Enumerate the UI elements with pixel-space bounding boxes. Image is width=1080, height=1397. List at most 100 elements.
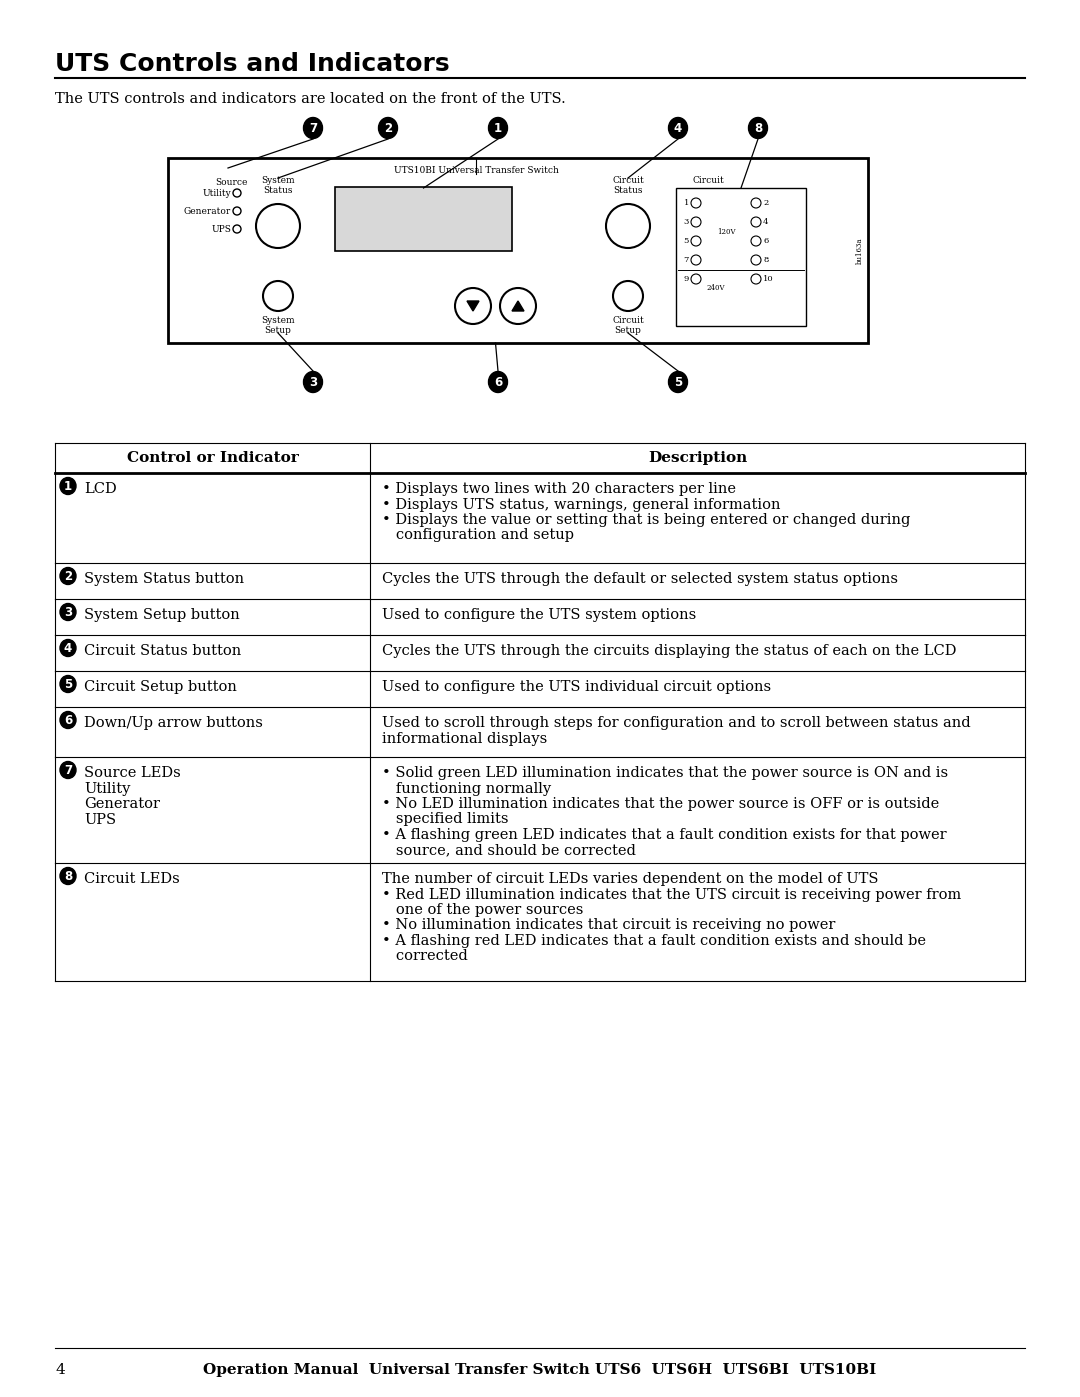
Text: LCD: LCD [84, 482, 117, 496]
Text: Circuit Setup button: Circuit Setup button [84, 680, 237, 694]
Text: informational displays: informational displays [382, 732, 548, 746]
Text: System: System [261, 176, 295, 184]
Text: 2: 2 [64, 570, 72, 583]
Text: Cycles the UTS through the default or selected system status options: Cycles the UTS through the default or se… [382, 571, 897, 585]
Text: Circuit LEDs: Circuit LEDs [84, 872, 179, 886]
Text: specified limits: specified limits [382, 813, 509, 827]
Ellipse shape [488, 372, 508, 393]
Text: 9: 9 [684, 275, 689, 284]
Text: bu163a: bu163a [856, 237, 864, 264]
Text: 120V: 120V [717, 228, 735, 236]
Ellipse shape [60, 640, 76, 657]
Text: UPS: UPS [211, 225, 231, 233]
Text: Used to configure the UTS system options: Used to configure the UTS system options [382, 608, 697, 622]
Text: 6: 6 [494, 376, 502, 388]
Text: Circuit: Circuit [612, 176, 644, 184]
Text: 5: 5 [64, 678, 72, 690]
Text: 5: 5 [684, 237, 689, 244]
Text: 7: 7 [309, 122, 318, 134]
Text: The UTS controls and indicators are located on the front of the UTS.: The UTS controls and indicators are loca… [55, 92, 566, 106]
Text: configuration and setup: configuration and setup [382, 528, 573, 542]
Text: Circuit: Circuit [692, 176, 724, 184]
Text: Source: Source [215, 177, 247, 187]
Ellipse shape [60, 604, 76, 620]
Text: Status: Status [613, 186, 643, 196]
Text: • Displays two lines with 20 characters per line: • Displays two lines with 20 characters … [382, 482, 735, 496]
Text: one of the power sources: one of the power sources [382, 902, 583, 916]
Text: source, and should be corrected: source, and should be corrected [382, 844, 636, 858]
Text: UTS Controls and Indicators: UTS Controls and Indicators [55, 52, 449, 75]
Text: 6: 6 [64, 714, 72, 726]
Text: Setup: Setup [615, 326, 642, 335]
Ellipse shape [60, 676, 76, 693]
Ellipse shape [60, 567, 76, 584]
Text: • A flashing red LED indicates that a fault condition exists and should be: • A flashing red LED indicates that a fa… [382, 935, 926, 949]
Ellipse shape [303, 372, 323, 393]
Text: 10: 10 [762, 275, 773, 284]
Text: • No LED illumination indicates that the power source is OFF or is outside: • No LED illumination indicates that the… [382, 798, 940, 812]
FancyBboxPatch shape [168, 158, 868, 344]
Text: • Displays UTS status, warnings, general information: • Displays UTS status, warnings, general… [382, 497, 781, 511]
Text: 8: 8 [762, 256, 768, 264]
Text: UPS: UPS [84, 813, 117, 827]
FancyBboxPatch shape [335, 187, 512, 251]
Text: 6: 6 [762, 237, 768, 244]
Text: Description: Description [648, 451, 747, 465]
Text: corrected: corrected [382, 950, 468, 964]
Text: 8: 8 [754, 122, 762, 134]
Text: 2: 2 [762, 198, 768, 207]
Text: Circuit Status button: Circuit Status button [84, 644, 241, 658]
Text: 1: 1 [494, 122, 502, 134]
Text: UTS10BI Universal Transfer Switch: UTS10BI Universal Transfer Switch [393, 166, 558, 175]
Text: 240V: 240V [706, 284, 726, 292]
Text: 3: 3 [64, 605, 72, 619]
Text: • A flashing green LED indicates that a fault condition exists for that power: • A flashing green LED indicates that a … [382, 828, 947, 842]
Text: Setup: Setup [265, 326, 292, 335]
Text: 7: 7 [64, 764, 72, 777]
Text: 4: 4 [64, 641, 72, 655]
Text: 3: 3 [309, 376, 318, 388]
Text: 1: 1 [684, 198, 689, 207]
Text: Generator: Generator [84, 798, 160, 812]
Polygon shape [467, 300, 480, 312]
Text: Utility: Utility [84, 781, 131, 795]
Text: Utility: Utility [202, 189, 231, 197]
Text: 4: 4 [762, 218, 769, 226]
FancyBboxPatch shape [676, 189, 806, 326]
Text: 1: 1 [64, 479, 72, 493]
Text: System Status button: System Status button [84, 571, 244, 585]
Polygon shape [512, 300, 524, 312]
Ellipse shape [60, 761, 76, 778]
Text: The number of circuit LEDs varies dependent on the model of UTS: The number of circuit LEDs varies depend… [382, 872, 878, 886]
Ellipse shape [669, 117, 688, 138]
Text: Control or Indicator: Control or Indicator [126, 451, 298, 465]
Text: 7: 7 [684, 256, 689, 264]
Ellipse shape [748, 117, 768, 138]
Ellipse shape [669, 372, 688, 393]
Text: System: System [261, 316, 295, 326]
Text: • Displays the value or setting that is being entered or changed during: • Displays the value or setting that is … [382, 513, 910, 527]
Text: Cycles the UTS through the circuits displaying the status of each on the LCD: Cycles the UTS through the circuits disp… [382, 644, 957, 658]
Ellipse shape [60, 868, 76, 884]
Text: 5: 5 [674, 376, 683, 388]
Text: Generator: Generator [184, 207, 231, 215]
Text: System Setup button: System Setup button [84, 608, 240, 622]
Text: Used to scroll through steps for configuration and to scroll between status and: Used to scroll through steps for configu… [382, 717, 971, 731]
Text: 4: 4 [55, 1363, 65, 1377]
Text: Operation Manual  Universal Transfer Switch UTS6  UTS6H  UTS6BI  UTS10BI: Operation Manual Universal Transfer Swit… [203, 1363, 877, 1377]
Text: • Red LED illumination indicates that the UTS circuit is receiving power from: • Red LED illumination indicates that th… [382, 887, 961, 901]
Text: Down/Up arrow buttons: Down/Up arrow buttons [84, 717, 262, 731]
Text: Used to configure the UTS individual circuit options: Used to configure the UTS individual cir… [382, 680, 771, 694]
Ellipse shape [488, 117, 508, 138]
Text: Status: Status [264, 186, 293, 196]
Text: 2: 2 [383, 122, 392, 134]
Text: functioning normally: functioning normally [382, 781, 551, 795]
Text: Source LEDs: Source LEDs [84, 766, 180, 780]
Text: 3: 3 [684, 218, 689, 226]
Text: Circuit: Circuit [612, 316, 644, 326]
Ellipse shape [378, 117, 397, 138]
Text: • Solid green LED illumination indicates that the power source is ON and is: • Solid green LED illumination indicates… [382, 766, 948, 780]
Text: 4: 4 [674, 122, 683, 134]
Ellipse shape [60, 478, 76, 495]
Ellipse shape [60, 711, 76, 728]
